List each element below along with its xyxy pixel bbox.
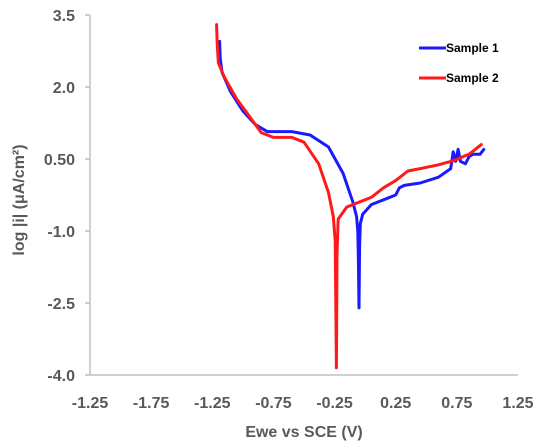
y-tick-label: 2.0 [53,80,75,97]
x-tick-label: -1.25 [72,395,109,412]
series-line-2 [215,23,483,370]
y-tick-label: -2.5 [47,296,75,313]
series-line-1 [218,39,486,310]
x-tick-label: -0.75 [255,395,292,412]
chart-axes: -1.25 -1.75 -1.25 -0.75 -0.25 0.25 0.75 1.25 3.5… [44,8,534,412]
x-axis-label: Ewe vs SCE (V) [245,424,362,441]
y-tick-label: 0.50 [44,152,75,169]
legend-label-1: Sample 1 [446,41,499,55]
x-tick-label: 0.75 [441,395,472,412]
chart-legend: Sample 1 Sample 2 [419,41,499,85]
x-tick-label: -1.25 [194,395,231,412]
x-tick-label: -1.75 [133,395,170,412]
x-tick-label: 1.25 [502,395,533,412]
y-tick-label: -1.0 [47,224,75,241]
y-axis-label: log |i| (μA/cm²) [11,144,28,255]
x-tick-label: -0.25 [316,395,353,412]
x-tick-label: 0.25 [380,395,411,412]
chart-series-layer [215,23,486,370]
y-tick-label: 3.5 [53,8,75,25]
y-tick-label: -4.0 [47,368,75,385]
legend-label-2: Sample 2 [446,71,499,85]
